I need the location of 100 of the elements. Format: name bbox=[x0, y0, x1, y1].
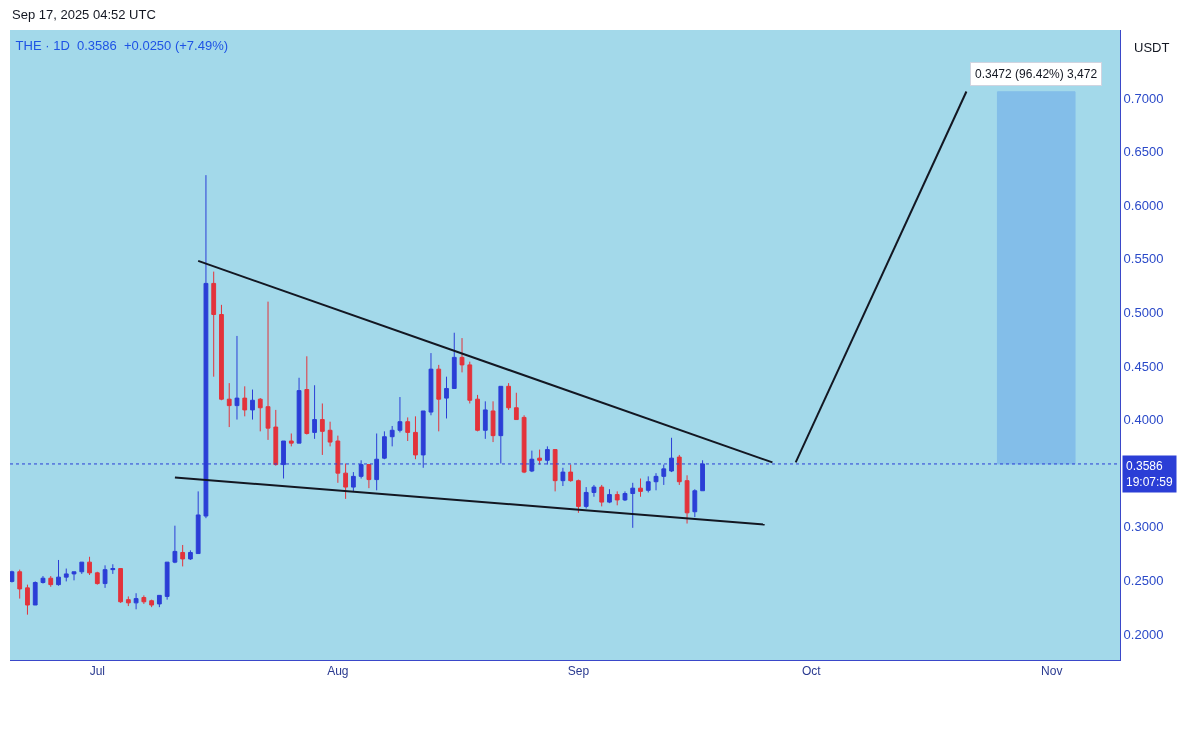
ref-line-label: 0.3586 19:07:59 bbox=[1126, 459, 1174, 489]
candlestick bbox=[94, 571, 100, 586]
candlestick bbox=[48, 575, 54, 588]
candlestick bbox=[226, 382, 232, 428]
candlestick bbox=[413, 415, 418, 460]
y-tick-label: 0.3000 bbox=[1123, 519, 1164, 535]
candlestick bbox=[661, 464, 667, 486]
candlestick bbox=[156, 594, 162, 608]
candlestick bbox=[475, 394, 480, 432]
candlestick bbox=[591, 484, 597, 498]
candlestick bbox=[79, 561, 85, 575]
candlestick bbox=[490, 400, 496, 443]
y-tick-label: 0.2000 bbox=[1123, 626, 1164, 642]
candlestick bbox=[32, 580, 38, 606]
candlestick bbox=[482, 400, 488, 440]
candlestick bbox=[257, 397, 263, 432]
data-label: 0.3472 (96.42%) 3,472 bbox=[975, 67, 1098, 81]
candlestick bbox=[436, 364, 442, 432]
candlestick bbox=[622, 490, 628, 502]
candlestick bbox=[599, 484, 605, 507]
candlestick bbox=[327, 421, 333, 447]
candlestick bbox=[576, 479, 581, 514]
candlestick bbox=[312, 384, 317, 440]
candlestick bbox=[25, 584, 30, 616]
candlestick bbox=[304, 355, 310, 436]
x-tick-label: Sep bbox=[567, 664, 590, 679]
candlestick bbox=[234, 335, 240, 421]
candlestick bbox=[405, 416, 411, 442]
candlestick bbox=[164, 561, 170, 601]
candlestick bbox=[389, 425, 395, 447]
candlestick bbox=[17, 569, 23, 600]
candlestick bbox=[219, 304, 224, 401]
x-tick-label: Nov bbox=[1041, 664, 1063, 679]
candlestick bbox=[133, 592, 139, 610]
y-tick-label: 0.6000 bbox=[1123, 197, 1164, 213]
x-tick-label: Oct bbox=[801, 664, 822, 679]
candlestick bbox=[195, 490, 201, 555]
candlestick bbox=[343, 463, 349, 500]
candlestick bbox=[288, 432, 294, 447]
candlestick bbox=[382, 430, 387, 460]
candlestick bbox=[110, 563, 116, 575]
candlestick bbox=[552, 449, 558, 492]
candlestick bbox=[638, 478, 643, 498]
candlestick bbox=[653, 472, 659, 491]
y-tick-label: 0.7000 bbox=[1123, 90, 1164, 106]
candlestick bbox=[444, 376, 449, 419]
y-tick-label: 0.4000 bbox=[1123, 412, 1164, 428]
candlestick bbox=[459, 337, 465, 373]
candlestick bbox=[188, 549, 193, 561]
candlestick bbox=[350, 471, 356, 492]
candlestick bbox=[467, 361, 473, 404]
candlestick bbox=[537, 449, 543, 466]
candlestick bbox=[211, 271, 217, 378]
chart-subtitle: Sep 17, 2025 04:52 UTC bbox=[12, 7, 156, 22]
y-tick-label: 0.5500 bbox=[1123, 251, 1164, 267]
candlestick bbox=[335, 435, 341, 484]
candlestick bbox=[242, 385, 248, 417]
candlestick bbox=[102, 564, 108, 589]
candlestick bbox=[296, 377, 302, 444]
candlestick bbox=[451, 332, 457, 389]
candlestick bbox=[645, 475, 651, 493]
candlestick bbox=[366, 464, 372, 489]
y-axis-title: USDT bbox=[1134, 40, 1170, 55]
y-tick-label: 0.4500 bbox=[1123, 358, 1164, 374]
x-tick-label: Aug bbox=[327, 664, 349, 679]
candlestick bbox=[513, 392, 519, 421]
candlestick bbox=[273, 409, 279, 467]
candlestick bbox=[180, 544, 186, 567]
candlestick bbox=[676, 454, 682, 486]
text: THE · 1D 0.3586 +0.0250 (+7.49%) bbox=[15, 37, 229, 53]
candlestick bbox=[397, 396, 403, 433]
candlestick bbox=[506, 382, 511, 411]
candlestick bbox=[265, 301, 271, 441]
candlestick bbox=[319, 402, 325, 456]
candlestick bbox=[40, 575, 46, 585]
candlestick bbox=[521, 414, 527, 474]
candlestick bbox=[428, 352, 434, 416]
candlestick bbox=[630, 482, 636, 529]
candlestick bbox=[250, 389, 255, 421]
y-tick-label: 0.2500 bbox=[1123, 572, 1164, 588]
candlestick bbox=[118, 568, 123, 604]
candlestick bbox=[87, 556, 92, 576]
candlestick bbox=[141, 594, 147, 605]
candlestick bbox=[71, 571, 77, 581]
candlestick bbox=[56, 559, 61, 587]
candlestick bbox=[684, 474, 690, 525]
x-tick-label: Jul bbox=[89, 664, 105, 679]
y-tick-label: 0.6500 bbox=[1123, 144, 1164, 160]
candlestick bbox=[172, 525, 178, 564]
candlestick bbox=[607, 488, 612, 504]
candlestick bbox=[63, 568, 69, 582]
candlestick bbox=[149, 599, 155, 608]
candlestick bbox=[583, 486, 589, 510]
candlestick bbox=[614, 490, 620, 506]
candlestick bbox=[568, 464, 574, 483]
candlestick bbox=[125, 595, 131, 607]
candlestick bbox=[10, 570, 15, 583]
candlestick bbox=[692, 488, 698, 518]
candlestick bbox=[560, 467, 566, 487]
y-tick-label: 0.5000 bbox=[1123, 304, 1164, 320]
